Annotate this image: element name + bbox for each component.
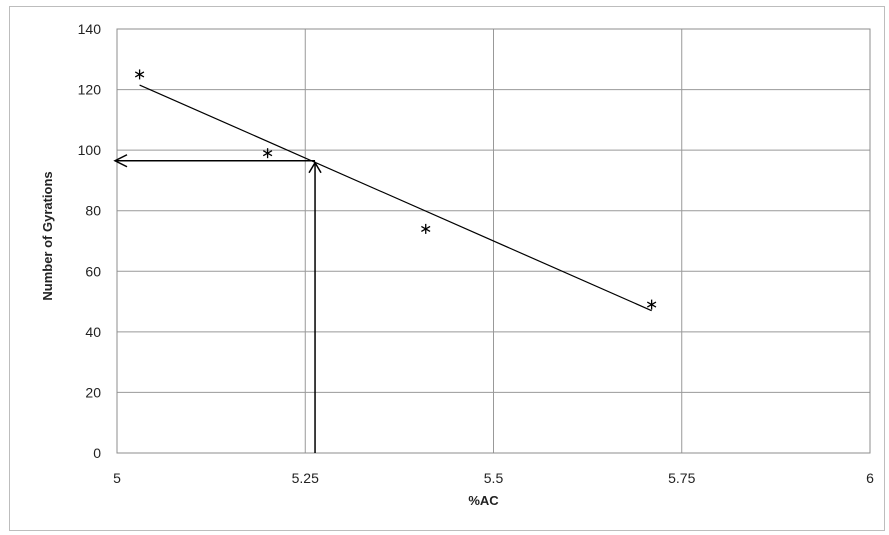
x-tick-label: 5.25 [292,470,319,486]
data-point [262,148,273,159]
y-tick-label: 20 [85,384,101,400]
vertical-arrow-head [308,161,322,174]
y-tick-label: 40 [85,324,101,340]
chart-frame [9,6,885,531]
x-tick-label: 5 [113,470,121,486]
y-tick-label: 60 [85,263,101,279]
annotation-group [113,154,322,453]
x-axis-title: %AC [468,493,499,508]
data-point [134,69,145,80]
data-point [421,223,431,234]
x-tick-label: 6 [866,470,874,486]
x-tick-labels: 5 5.25 5.5 5.75 6 [113,470,874,486]
data-points [134,69,657,310]
plot-area [116,28,871,454]
x-tick-label: 5.75 [668,470,695,486]
y-tick-label: 0 [93,445,101,461]
data-point [646,299,657,310]
trendline [139,84,652,312]
y-tick-label: 120 [78,82,102,98]
y-tick-labels: 0 20 40 60 80 100 120 140 [78,21,102,461]
horizontal-arrow-head [113,154,128,168]
y-tick-label: 100 [78,142,102,158]
x-tick-label: 5.5 [484,470,504,486]
y-tick-label: 140 [78,21,102,37]
y-axis-title: Number of Gyrations [40,171,55,300]
y-tick-label: 80 [85,203,101,219]
trendline-group [139,84,652,312]
